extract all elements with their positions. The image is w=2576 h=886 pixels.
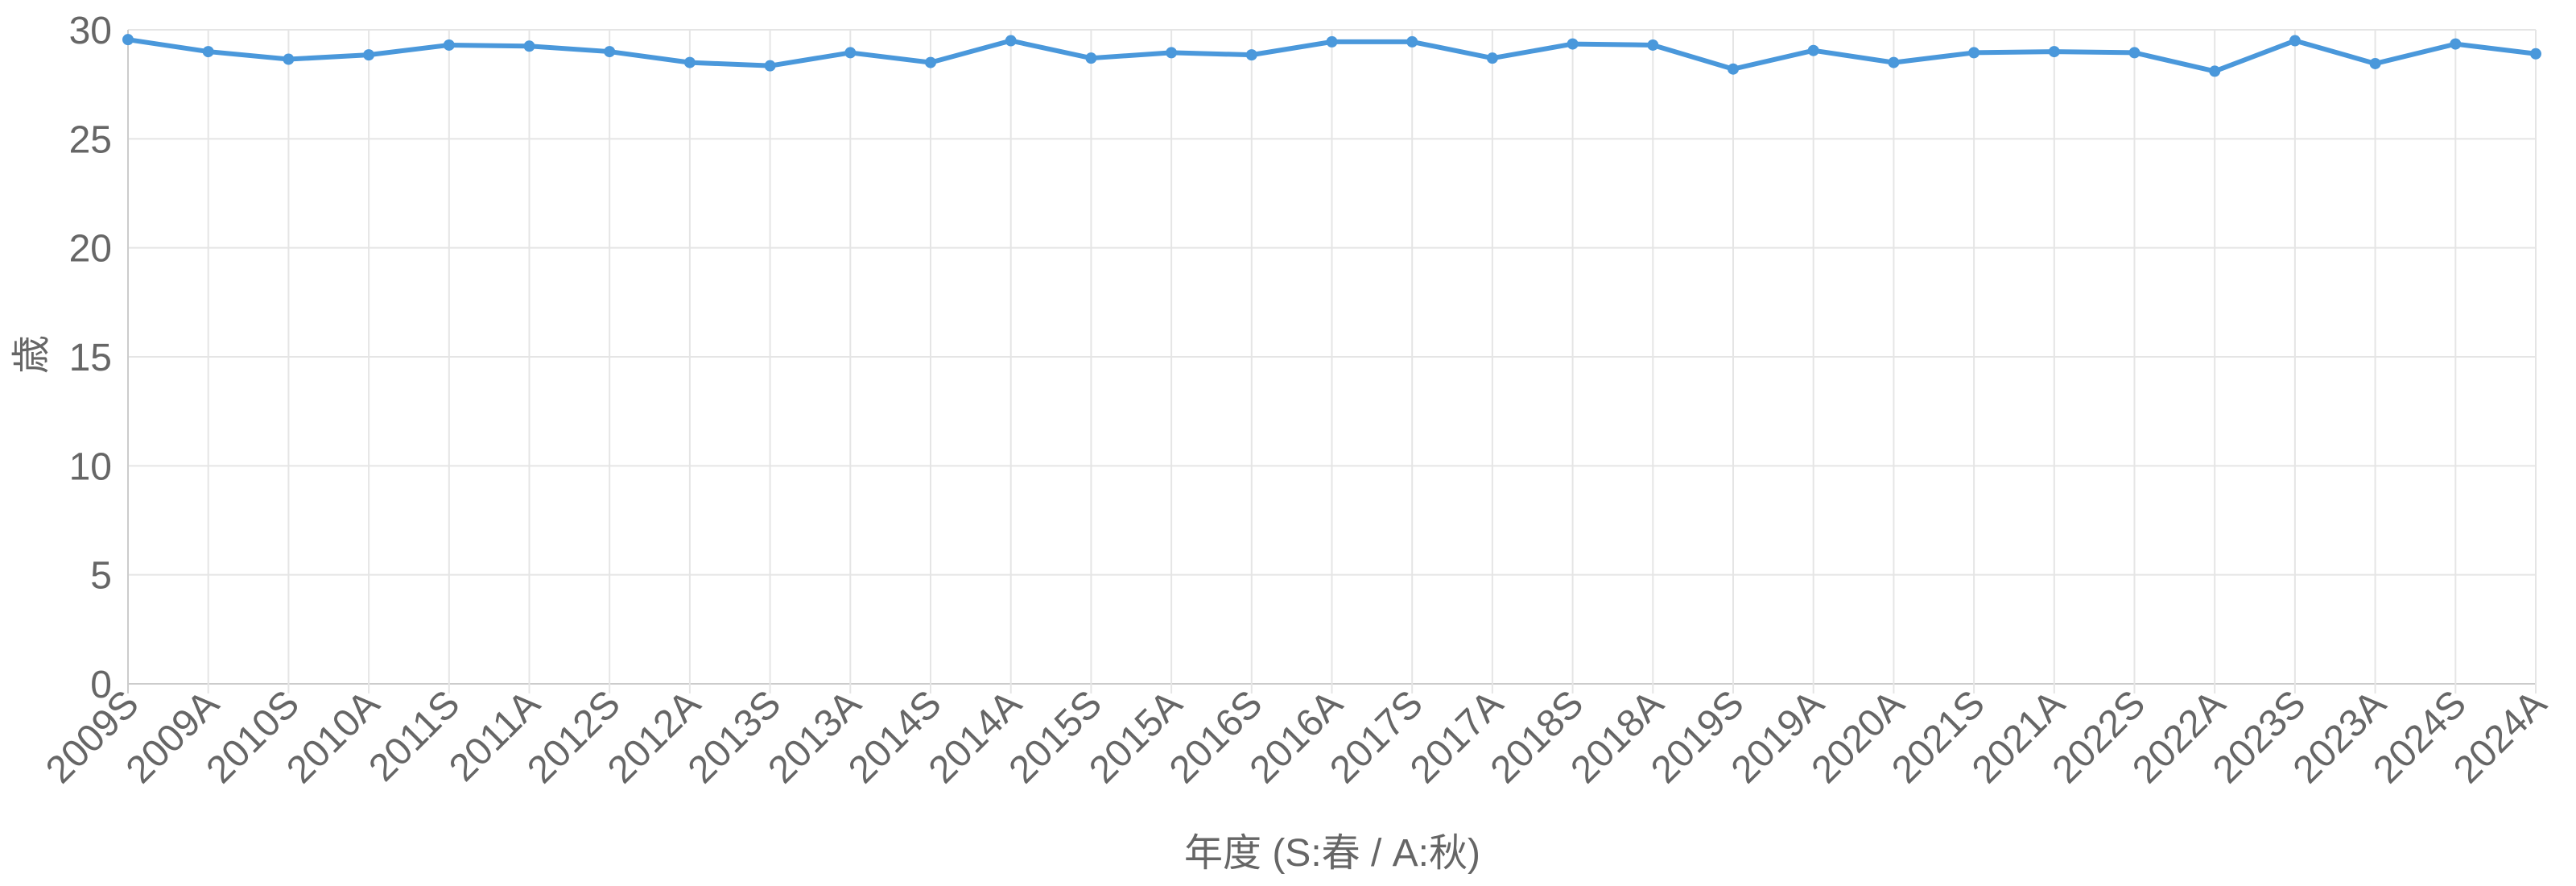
point [1005, 35, 1017, 47]
point [683, 56, 696, 68]
x-tick-label: 2014A [921, 682, 1030, 792]
y-tick-label: 20 [69, 228, 112, 271]
y-tick-label: 25 [69, 118, 112, 161]
point [1486, 52, 1498, 64]
x-tick-label: 2024A [2446, 682, 2555, 792]
x-tick-label: 2015A [1081, 682, 1191, 792]
point [2048, 46, 2060, 58]
x-tick-label: 2014S [840, 682, 950, 792]
y-tick-label: 5 [90, 555, 112, 598]
point [1567, 38, 1579, 50]
x-tick-label: 2017A [1402, 682, 1512, 792]
y-tick-label: 30 [69, 10, 112, 52]
x-tick-label: 2012A [600, 682, 709, 792]
point [122, 34, 134, 46]
y-tick-label: 10 [69, 445, 112, 488]
x-tick-label: 2010A [279, 682, 388, 792]
point [1326, 35, 1338, 48]
x-tick-label: 2018S [1483, 682, 1592, 792]
y-tick-label: 15 [69, 337, 112, 379]
x-tick-label: 2013A [760, 682, 869, 792]
point [1647, 39, 1659, 51]
point [1728, 63, 1739, 75]
point [1968, 47, 1980, 59]
point [363, 49, 375, 61]
y-axis-title: 歳 [10, 335, 53, 374]
x-tick-label: 2019S [1643, 682, 1752, 792]
x-tick-label: 2013S [680, 682, 790, 792]
point [1245, 49, 1257, 61]
x-axis-title: 年度 (S:春 / A:秋) [1184, 832, 1480, 875]
point [1166, 47, 1178, 59]
x-tick-label: 2015S [1001, 682, 1111, 792]
x-tick-label: 2023A [2285, 682, 2395, 792]
x-tick-label: 2010S [199, 682, 308, 792]
x-tick-label: 2022S [2045, 682, 2154, 792]
point [2209, 65, 2221, 77]
point [925, 56, 936, 68]
x-tick-label: 2022A [2124, 682, 2234, 792]
x-tick-label: 2023S [2205, 682, 2314, 792]
x-tick-label: 2020A [1804, 682, 1913, 792]
point [202, 46, 214, 58]
point [844, 47, 857, 59]
x-tick-label: 2016S [1162, 682, 1271, 792]
point [2369, 57, 2381, 69]
point [604, 46, 616, 58]
point [2289, 35, 2301, 47]
point [1085, 52, 1097, 64]
y-tick-label: 0 [90, 664, 112, 706]
x-tick-label: 2021S [1884, 682, 1993, 792]
x-tick-label: 2017S [1322, 682, 1431, 792]
x-tick-label: 2018A [1563, 682, 1672, 792]
point [1807, 44, 1819, 56]
point [1406, 35, 1418, 48]
x-tick-label: 2016A [1242, 682, 1352, 792]
x-tick-label: 2011S [361, 682, 468, 789]
point [2128, 47, 2140, 59]
point [1888, 56, 1900, 68]
x-tick-label: 2021A [1964, 682, 2074, 792]
x-tick-label: 2019A [1724, 682, 1833, 792]
point [443, 39, 455, 51]
point [2450, 38, 2462, 50]
point [2530, 48, 2541, 60]
x-tick-label: 2024S [2365, 682, 2475, 792]
point [764, 60, 776, 72]
x-tick-label: 2009A [118, 682, 228, 792]
x-tick-label: 2012S [519, 682, 629, 792]
point [523, 40, 535, 52]
point [283, 53, 295, 65]
